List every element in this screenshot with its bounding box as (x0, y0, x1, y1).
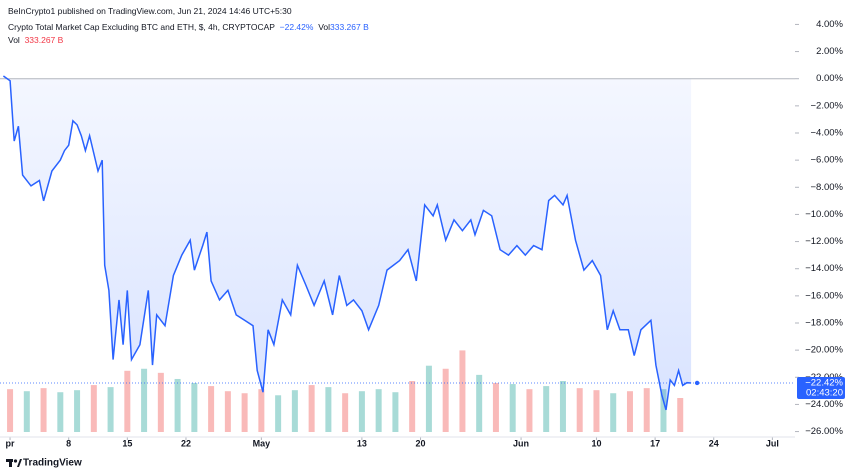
volume-bar (392, 392, 399, 432)
x-tick-label: 13 (357, 438, 367, 448)
volume-bar (677, 398, 684, 432)
y-tick-label: −20.00% (805, 345, 843, 356)
y-tick-label: −2.00% (811, 100, 844, 111)
x-tick-label: 10 (591, 438, 601, 448)
price-label: −22.42% (805, 378, 843, 389)
volume-bar (291, 390, 298, 432)
y-tick-label: 0.00% (816, 73, 843, 84)
y-tick-label: −8.00% (811, 182, 844, 193)
volume-bar (593, 390, 600, 432)
volume-bar (124, 370, 131, 432)
volume-bar (476, 374, 483, 432)
x-tick-label: May (253, 438, 271, 448)
x-tick-label: 15 (122, 438, 132, 448)
volume-bar (559, 381, 566, 432)
volume-bar (610, 393, 617, 432)
vol-label2: Vol (8, 35, 20, 45)
volume-bar (409, 381, 416, 432)
y-tick-label: −24.00% (805, 399, 843, 410)
y-tick-label: −4.00% (811, 128, 844, 139)
volume-bar (375, 389, 382, 432)
area-layer (3, 76, 692, 410)
x-tick-label: pr (6, 438, 15, 448)
price-box (797, 376, 845, 399)
y-tick-label: −10.00% (805, 209, 843, 220)
volume-bar (224, 391, 231, 432)
volume-bar (107, 387, 114, 432)
volume-bar (275, 395, 282, 432)
volume-bar (241, 393, 248, 432)
volume-bar (325, 387, 332, 432)
line-layer (0, 75, 795, 411)
price-line (2, 75, 692, 411)
volume-bar (425, 365, 432, 432)
volume-bar (40, 388, 47, 432)
x-tick-label: 22 (181, 438, 191, 448)
volume-bar (141, 368, 148, 432)
volume-bar (660, 389, 667, 432)
y-tick-label: −12.00% (805, 236, 843, 247)
volume-bar (576, 388, 583, 432)
volume-bar (442, 368, 449, 432)
x-tick-label: 17 (650, 438, 660, 448)
vol-value: 333.267 B (330, 22, 369, 32)
x-tick-label: 20 (416, 438, 426, 448)
chart-title: Crypto Total Market Cap Excluding BTC an… (8, 22, 275, 32)
volume-bar (308, 385, 315, 432)
volume-bar (459, 350, 466, 432)
x-tick-label: Jun (513, 438, 529, 448)
volume-bar (492, 383, 499, 432)
volume-bar (258, 389, 265, 432)
volume-bar (526, 389, 533, 432)
volume-bar (157, 372, 164, 432)
area-fill (3, 76, 692, 410)
volume-line: Vol 333.267 B (8, 35, 63, 45)
change: −22.42% (279, 22, 314, 32)
published: BeInCrypto1 published on TradingView.com… (8, 6, 292, 16)
volume-bar (208, 386, 215, 432)
x-tick-label: 8 (66, 438, 71, 448)
volume-bar (90, 385, 97, 432)
legend-line: Crypto Total Market Cap Excluding BTC an… (8, 22, 369, 32)
volume-bar (342, 393, 349, 432)
label-layer: 4.00% 2.00% 0.00% −2.00% −4.00% −6.00% −8.00% −… (6, 19, 845, 448)
countdown: 02:43:20 (806, 388, 843, 399)
brand: TradingView (23, 458, 82, 469)
y-tick-label: −14.00% (805, 263, 843, 274)
y-tick-label: −16.00% (805, 290, 843, 301)
volume-bar (358, 391, 365, 432)
vol-label: Vol (318, 22, 331, 32)
volume-bar (7, 389, 14, 432)
volume-bar (57, 392, 64, 432)
vol-value2: 333.267 B (24, 35, 64, 45)
volume-bar (74, 390, 81, 432)
y-tick-label: −18.00% (805, 318, 843, 329)
y-tick-label: −6.00% (811, 155, 844, 166)
published-line: BeInCrypto1 published on TradingView.com… (8, 6, 292, 16)
volume-bar (626, 391, 633, 432)
tv-logo (6, 459, 22, 467)
volume-bar (543, 386, 550, 432)
volume-bar (174, 378, 181, 432)
volume-bar (509, 384, 516, 432)
volume-layer (7, 350, 684, 432)
volume-bar (191, 383, 198, 432)
volume-bar (643, 388, 650, 432)
x-tick-label: Jul (766, 438, 779, 448)
axes-layer (0, 23, 799, 440)
y-tick-label: 4.00% (816, 19, 843, 30)
y-tick-label: −26.00% (805, 426, 843, 437)
volume-bar (23, 391, 30, 432)
y-tick-label: 2.00% (816, 46, 843, 57)
last-point (694, 380, 700, 386)
x-tick-label: 24 (709, 438, 719, 448)
